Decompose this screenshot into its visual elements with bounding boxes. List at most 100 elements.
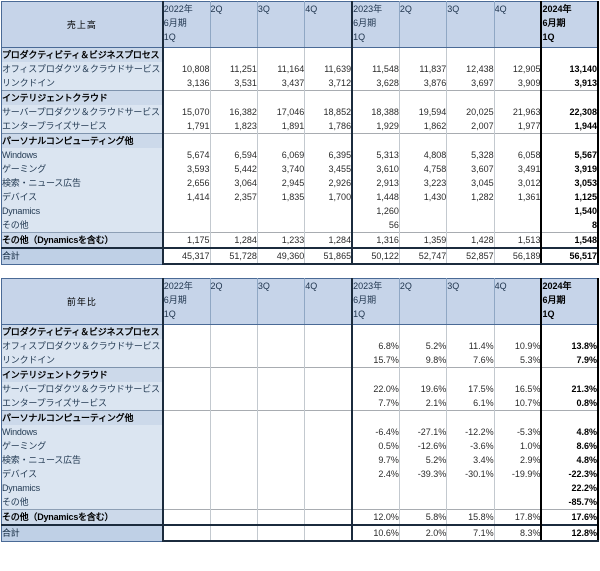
cell-value: 52,857 — [446, 247, 495, 265]
cell-value — [210, 410, 258, 425]
cell-value: 0.5% — [351, 439, 400, 453]
cell-value: 18,388 — [351, 105, 400, 119]
cell-value: 3,064 — [210, 176, 258, 190]
cell-value — [257, 204, 306, 218]
cell-value — [351, 47, 400, 62]
cell-value: 1,125 — [540, 190, 599, 204]
row-label: 検索・ニュース広告 — [0, 176, 164, 190]
cell-value — [257, 133, 306, 148]
cell-value: 2.1% — [399, 396, 448, 411]
table-revenue: 売上高 2022年 6月期 1Q 2Q 3Q 4Q 2023年 6月期 1Q 2Q 3Q 4Q 2… — [0, 1, 599, 265]
cell-value: 50,122 — [351, 247, 400, 265]
cell-value: 6.8% — [351, 339, 400, 353]
cell-value: 1.0% — [494, 439, 542, 453]
cell-value: 20,025 — [446, 105, 495, 119]
column-header-4: 4Q — [304, 278, 353, 325]
cell-value: 2,656 — [161, 176, 211, 190]
table-row: 検索・ニュース広告 2,656 3,064 2,945 2,926 2,913 3,223 3… — [0, 176, 599, 190]
cell-value: 1,862 — [399, 119, 448, 134]
cell-value — [257, 439, 306, 453]
cell-value — [494, 481, 542, 495]
table-row: その他 -85.7% — [0, 495, 599, 510]
row-label: サーバープロダクツ＆クラウドサービス — [0, 105, 164, 119]
cell-value — [494, 367, 542, 382]
cell-value: 5.2% — [399, 339, 448, 353]
cell-value: 3,455 — [304, 162, 353, 176]
table-row: サーバープロダクツ＆クラウドサービス 22.0% 19.6% 17.5% 16.5% 21… — [0, 382, 599, 396]
cell-value — [257, 324, 306, 339]
cell-value — [210, 495, 258, 510]
cell-value: 2.4% — [351, 467, 400, 481]
row-label: その他 — [0, 495, 164, 510]
cell-value: 3,913 — [540, 76, 599, 91]
table-row: Dynamics 22.2% — [0, 481, 599, 495]
cell-value: 3,531 — [210, 76, 258, 91]
cell-value — [304, 524, 353, 542]
row-label: 検索・ニュース広告 — [0, 453, 164, 467]
cell-value: -6.4% — [351, 425, 400, 439]
row-label: Windows — [0, 425, 164, 439]
cell-value — [257, 524, 306, 542]
cell-value — [161, 382, 211, 396]
row-label: リンクドイン — [0, 353, 164, 368]
cell-value — [399, 218, 448, 233]
cell-value — [304, 218, 353, 233]
cell-value: 4,758 — [399, 162, 448, 176]
cell-value — [161, 410, 211, 425]
cell-value — [161, 324, 211, 339]
table-row: ゲーミング 0.5% -12.6% -3.6% 1.0% 8.6% — [0, 439, 599, 453]
cell-value — [210, 439, 258, 453]
cell-value — [304, 339, 353, 353]
cell-value — [446, 324, 495, 339]
cell-value — [257, 90, 306, 105]
cell-value — [210, 453, 258, 467]
cell-value: 15,070 — [161, 105, 211, 119]
cell-value — [161, 495, 211, 510]
cell-value — [351, 410, 400, 425]
cell-value: 11,837 — [399, 62, 448, 76]
cell-value — [304, 425, 353, 439]
cell-value: 56,189 — [494, 247, 542, 265]
cell-value: 1,361 — [494, 190, 542, 204]
cell-value — [399, 367, 448, 382]
table-row: Windows -6.4% -27.1% -12.2% -5.3% 4.8% — [0, 425, 599, 439]
cell-value: -19.9% — [494, 467, 542, 481]
cell-value: 3,919 — [540, 162, 599, 176]
cell-value: 1,835 — [257, 190, 306, 204]
cell-value: 12,905 — [494, 62, 542, 76]
tables-container: 売上高 2022年 6月期 1Q 2Q 3Q 4Q 2023年 6月期 1Q 2Q 3Q 4Q 2… — [0, 1, 600, 542]
row-label: エンタープライズサービス — [0, 119, 164, 134]
cell-value: 1,791 — [161, 119, 211, 134]
cell-value — [257, 367, 306, 382]
cell-value: 1,233 — [257, 232, 306, 248]
cell-value: 11,251 — [210, 62, 258, 76]
cell-value — [257, 425, 306, 439]
cell-value: 22,308 — [540, 105, 599, 119]
column-header-6: 2Q — [398, 1, 448, 48]
cell-value — [399, 481, 448, 495]
column-header-9: 2024年 6月期 1Q — [540, 278, 599, 325]
row-label: オフィスプロダクツ＆クラウドサービス — [0, 62, 164, 76]
cell-value: 10,808 — [161, 62, 211, 76]
cell-value: 3,876 — [399, 76, 448, 91]
cell-value: 17.8% — [494, 509, 542, 525]
cell-value — [257, 467, 306, 481]
column-header-3: 3Q — [256, 1, 306, 48]
table-title: 売上高 — [0, 1, 164, 48]
row-label: Dynamics — [0, 481, 164, 495]
table-row: 合計 10.6% 2.0% 7.1% 8.3% 12.8% — [0, 524, 599, 542]
cell-value: 6,395 — [304, 148, 353, 162]
cell-value: 17.5% — [446, 382, 495, 396]
cell-value: 56 — [351, 218, 400, 233]
cell-value — [399, 495, 448, 510]
table-row: デバイス 2.4% -39.3% -30.1% -19.9% -22.3% — [0, 467, 599, 481]
cell-value — [161, 204, 211, 218]
cell-value: 3,628 — [351, 76, 400, 91]
cell-value — [446, 204, 495, 218]
cell-value — [161, 453, 211, 467]
cell-value: 11,164 — [257, 62, 306, 76]
cell-value: 56,517 — [540, 247, 599, 265]
column-header-9: 2024年 6月期 1Q — [540, 1, 599, 48]
cell-value — [304, 410, 353, 425]
